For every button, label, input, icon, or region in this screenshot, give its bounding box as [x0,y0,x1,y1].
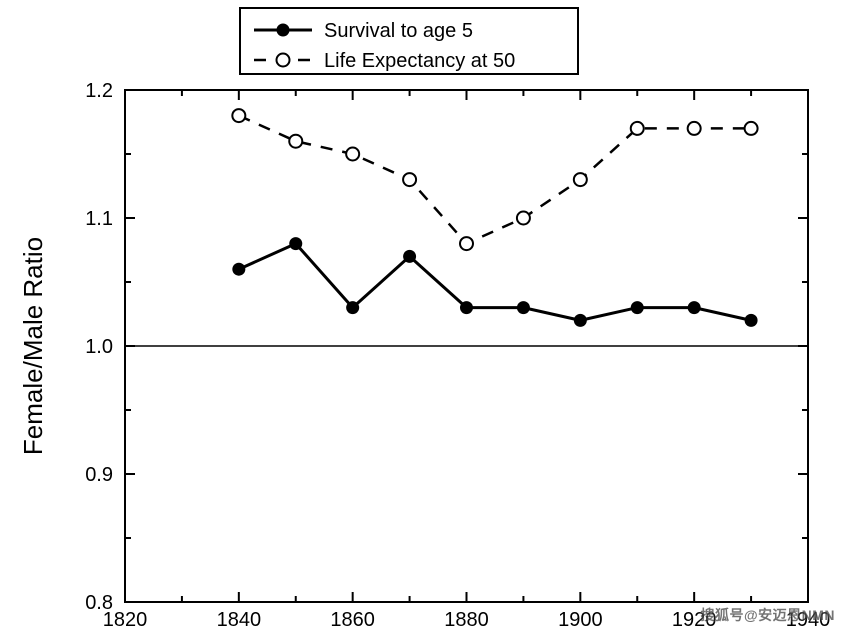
y-axis-label: Female/Male Ratio [18,237,48,455]
series-marker [517,212,530,225]
legend: Survival to age 5 Life Expectancy at 50 [240,8,578,74]
chart-background [0,0,849,631]
legend-label: Life Expectancy at 50 [324,50,515,72]
series-marker [403,173,416,186]
series-marker [289,135,302,148]
series-marker [232,263,245,276]
series-marker [460,301,473,314]
line-chart: 18201840186018801900192019400.80.91.01.1… [0,0,849,631]
series-marker [289,237,302,250]
y-tick-label: 1.1 [85,208,113,230]
series-marker [574,173,587,186]
series-marker [688,301,701,314]
series-marker [460,237,473,250]
x-tick-label: 1840 [217,609,262,631]
legend-swatch-marker [277,54,290,67]
x-tick-label: 1860 [330,609,375,631]
x-tick-label: 1880 [444,609,489,631]
y-tick-label: 1.2 [85,80,113,102]
y-tick-label: 1.0 [85,336,113,358]
series-marker [346,148,359,161]
chart-container: 18201840186018801900192019400.80.91.01.1… [0,0,849,631]
x-tick-label: 1900 [558,609,603,631]
series-marker [517,301,530,314]
y-tick-label: 0.8 [85,592,113,614]
series-marker [745,122,758,135]
series-marker [346,301,359,314]
series-marker [745,314,758,327]
series-marker [631,122,644,135]
series-marker [688,122,701,135]
series-marker [403,250,416,263]
y-tick-label: 0.9 [85,464,113,486]
series-marker [631,301,644,314]
series-marker [574,314,587,327]
series-marker [232,109,245,122]
legend-swatch-marker [277,24,290,37]
legend-label: Survival to age 5 [324,20,473,42]
watermark-text: 搜狐号@安迈恩NMN [700,605,835,625]
